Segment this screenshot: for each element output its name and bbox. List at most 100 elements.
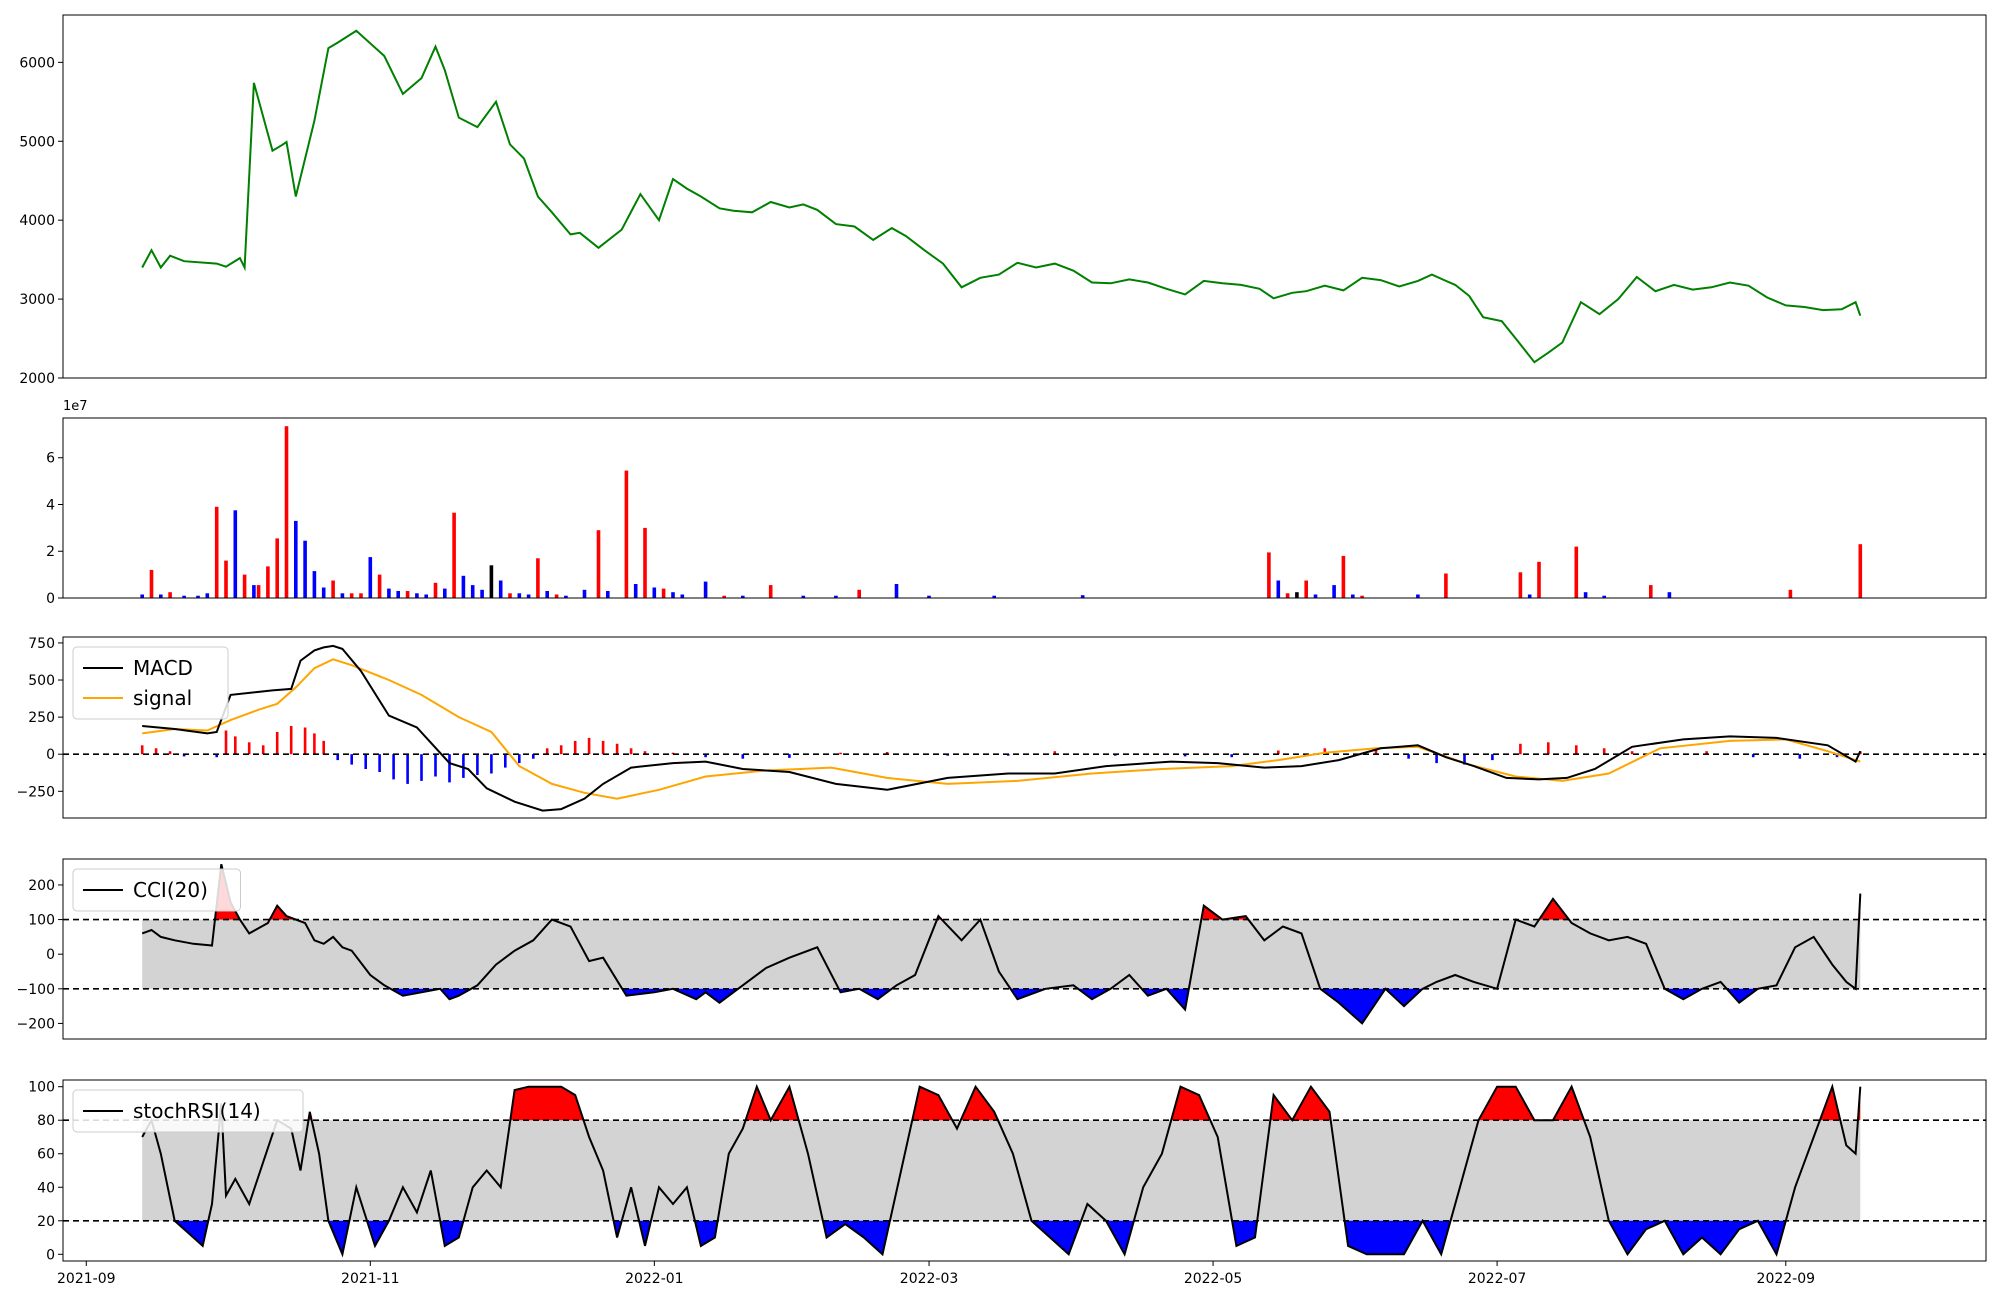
macd-histogram-bar	[420, 754, 423, 781]
price-panel: 2000 3000 4000 5000 6000	[19, 14, 1987, 387]
volume-bar	[359, 593, 363, 598]
stochrsi-axes-frame	[62, 1079, 1987, 1262]
macd-histogram-bar	[1630, 751, 1634, 755]
volume-bar	[536, 558, 540, 598]
volume-bar	[349, 593, 354, 598]
volume-bar	[1537, 561, 1541, 598]
macd-panel: −250 0 250 500 750 MACD signal	[17, 636, 1987, 819]
stochrsi-oversold-fill	[822, 1220, 890, 1255]
volume-bar	[159, 594, 163, 598]
macd-histogram-bar	[704, 754, 707, 758]
macd-histogram-bar	[275, 732, 279, 755]
volume-bar	[461, 575, 466, 598]
stochrsi-overbought-fill	[960, 1086, 998, 1121]
macd-histogram-bar	[1277, 750, 1280, 755]
volume-bar	[1649, 585, 1653, 598]
volume-bar	[554, 594, 559, 598]
volume-bar	[168, 592, 172, 598]
volume-ytick-label: 6	[46, 451, 55, 467]
stochrsi-oversold-fill	[367, 1220, 389, 1246]
macd-legend: MACD signal	[72, 646, 229, 720]
macd-histogram-bar	[462, 754, 465, 778]
macd-histogram-bar	[313, 733, 316, 755]
macd-histogram-bar	[378, 754, 381, 772]
macd-histogram-bar	[629, 748, 633, 755]
cci-legend: CCI(20)	[72, 868, 241, 912]
stochrsi-overbought-fill	[1819, 1086, 1841, 1121]
volume-bar	[596, 530, 601, 598]
cci-axes-frame	[62, 858, 1987, 1040]
volume-ytick-label: 0	[46, 591, 55, 607]
macd-histogram-bar	[1658, 754, 1662, 756]
cci-oversold-fill	[1078, 988, 1111, 1000]
volume-bar	[182, 595, 186, 598]
volume-bar	[214, 506, 219, 598]
stochrsi-ytick-label: 0	[46, 1247, 55, 1263]
macd-histogram-bar	[322, 740, 325, 755]
volume-bar	[633, 584, 638, 598]
xtick-label: 2022-03	[900, 1271, 959, 1287]
macd-histogram-bar	[1602, 748, 1606, 755]
volume-bar	[433, 582, 438, 598]
macd-histogram-bar	[587, 737, 591, 755]
volume-bar	[582, 589, 587, 598]
volume-bar	[252, 585, 256, 598]
volume-bar	[1416, 594, 1420, 598]
xtick-label: 2022-01	[625, 1271, 684, 1287]
macd-histogram-bar	[1183, 754, 1187, 757]
macd-histogram-bar	[476, 754, 479, 775]
stochrsi-overbought-fill	[510, 1086, 584, 1121]
volume-bar	[303, 540, 307, 598]
macd-histogram-bar	[1751, 754, 1755, 758]
macd-histogram-bar	[573, 740, 577, 755]
volume-bar	[741, 595, 745, 598]
macd-histogram-bar	[1705, 751, 1708, 755]
macd-legend-label: MACD	[133, 656, 193, 680]
volume-bar	[703, 581, 708, 598]
cci-legend-box	[72, 868, 241, 912]
macd-series-macd	[142, 644, 1862, 812]
macd-histogram-bar	[504, 754, 507, 768]
macd-histogram-bar	[1491, 754, 1494, 761]
stochrsi-legend-label: stochRSI(14)	[133, 1099, 261, 1123]
stochrsi-oversold-fill	[1106, 1220, 1134, 1255]
volume-bar	[564, 595, 568, 598]
volume-bar	[1276, 580, 1281, 598]
macd-axes-frame	[62, 636, 1987, 819]
volume-bar	[1285, 593, 1290, 598]
macd-histogram-bar	[545, 748, 549, 755]
price-ytick-label: 6000	[19, 55, 55, 71]
volume-bar	[443, 588, 447, 598]
volume-bar	[722, 595, 726, 598]
volume-bar	[927, 595, 931, 598]
volume-bar	[149, 569, 154, 598]
stochrsi-overbought-fill	[745, 1086, 771, 1121]
volume-bar	[368, 557, 373, 598]
macd-histogram-bar	[168, 751, 172, 755]
stochrsi-neutral-band	[142, 1120, 1861, 1221]
volume-bar	[377, 574, 382, 598]
macd-histogram-bar	[224, 730, 228, 755]
volume-bar	[256, 585, 261, 598]
volume-bar	[857, 589, 861, 598]
volume-bar	[275, 538, 279, 598]
stochrsi-panel: 0 20 40 60 80 100 stochRSI(14)	[28, 1079, 1987, 1263]
macd-histogram-bar	[615, 743, 619, 755]
macd-ytick-label: 250	[28, 710, 55, 726]
cci-ytick-label: −200	[17, 1016, 55, 1032]
macd-histogram-bar	[1407, 754, 1410, 759]
macd-histogram-bar	[1230, 754, 1233, 758]
volume-bar	[1360, 595, 1364, 598]
macd-legend-box	[72, 646, 229, 720]
cci-oversold-fill	[1385, 988, 1423, 1007]
macd-histogram-bar	[1575, 745, 1578, 755]
volume-bar	[1332, 585, 1336, 598]
volume-bar	[526, 594, 531, 598]
cci-ytick-label: 200	[28, 878, 55, 894]
volume-bar	[1267, 552, 1271, 598]
volume-ytick-label: 2	[46, 544, 55, 560]
macd-histogram-bar	[741, 754, 745, 759]
macd-ytick-label: 0	[46, 747, 55, 763]
volume-bar	[606, 591, 610, 598]
macd-histogram-bar	[788, 754, 791, 758]
